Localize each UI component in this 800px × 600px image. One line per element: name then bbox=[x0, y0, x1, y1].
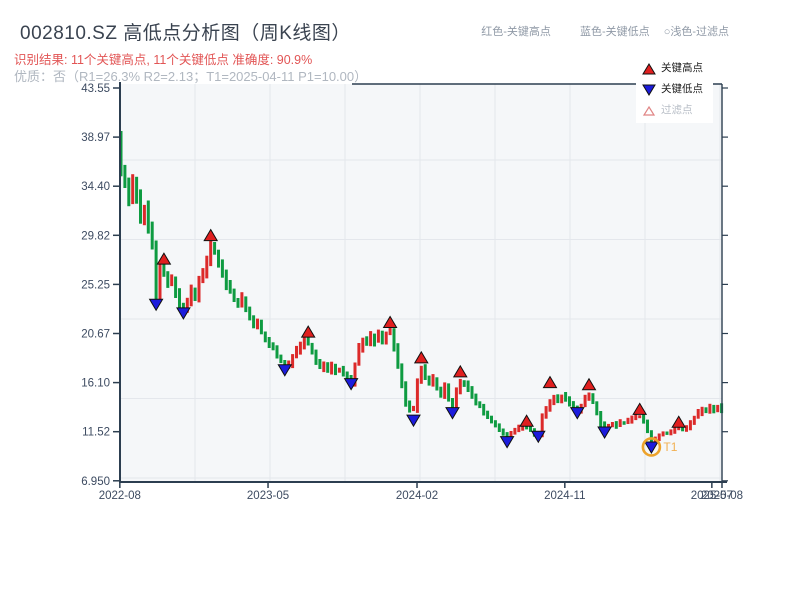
svg-text:2024-11: 2024-11 bbox=[544, 490, 585, 502]
svg-text:20.67: 20.67 bbox=[81, 329, 110, 341]
legend-item-key-low: 关键低点 bbox=[642, 78, 703, 99]
svg-text:6.950: 6.950 bbox=[81, 476, 110, 488]
plot-background bbox=[120, 84, 722, 482]
t1-annotation: T1 bbox=[641, 437, 678, 457]
key-low-markers bbox=[148, 298, 659, 454]
recognition-result: 识别结果: 11个关键高点, 11个关键低点 准确度: 90.9% bbox=[14, 53, 313, 67]
blue-triangle-down-icon bbox=[642, 83, 657, 96]
grid bbox=[120, 84, 722, 482]
svg-text:2022-08: 2022-08 bbox=[99, 490, 141, 502]
svg-text:43.55: 43.55 bbox=[81, 83, 110, 95]
hint-filter: ○浅色-过滤点 bbox=[663, 26, 729, 38]
axes bbox=[113, 82, 728, 488]
legend-item-key-high: 关键高点 bbox=[642, 57, 703, 78]
svg-text:2025-08: 2025-08 bbox=[701, 490, 743, 502]
page-title: 002810.SZ 高低点分析图（周K线图） bbox=[20, 23, 351, 44]
hint-red-high: 红色-关键高点 bbox=[481, 26, 551, 38]
legend-label: 过滤点 bbox=[661, 104, 693, 116]
color-hint-line: 红色-关键高点 蓝色-关键低点 ○浅色-过滤点 bbox=[481, 23, 729, 39]
svg-text:34.40: 34.40 bbox=[81, 181, 110, 193]
svg-text:2025-07: 2025-07 bbox=[691, 490, 733, 502]
svg-text:38.97: 38.97 bbox=[81, 132, 110, 144]
svg-text:16.10: 16.10 bbox=[81, 378, 110, 390]
legend-label: 关键高点 bbox=[661, 62, 703, 74]
svg-text:2024-02: 2024-02 bbox=[396, 490, 438, 502]
legend-item-filtered: 过滤点 bbox=[642, 99, 703, 120]
svg-text:11.52: 11.52 bbox=[82, 427, 110, 439]
svg-text:T1: T1 bbox=[663, 440, 677, 454]
quality-line: 优质：否（R1=26.3% R2=2.13；T1=2025-04-11 P1=1… bbox=[14, 69, 368, 84]
red-triangle-up-icon bbox=[642, 62, 657, 74]
legend-label: 关键低点 bbox=[661, 83, 703, 95]
svg-text:29.82: 29.82 bbox=[81, 230, 110, 242]
svg-text:2023-05: 2023-05 bbox=[247, 490, 289, 502]
chart-legend: 关键高点 关键低点 过滤点 bbox=[636, 56, 713, 123]
key-high-markers bbox=[156, 228, 687, 428]
light-triangle-icon bbox=[642, 104, 657, 116]
axis-labels: 43.55 38.97 34.40 29.82 25.25 20.67 16.10 11.52… bbox=[81, 83, 743, 502]
svg-text:25.25: 25.25 bbox=[81, 279, 110, 291]
hint-blue-low: 蓝色-关键低点 bbox=[579, 26, 650, 38]
